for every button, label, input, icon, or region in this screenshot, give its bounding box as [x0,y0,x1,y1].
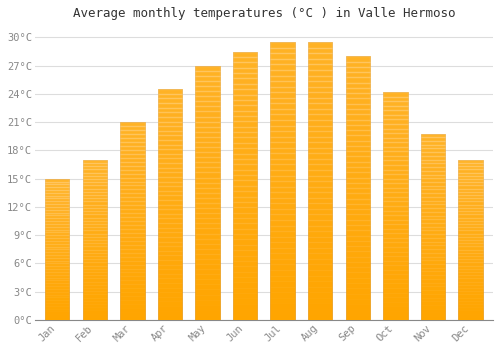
Bar [458,160,482,320]
Bar [420,133,445,320]
Bar [233,51,258,320]
Bar [308,42,332,320]
Bar [196,66,220,320]
Bar [82,160,107,320]
Bar [158,89,182,320]
Bar [120,122,144,320]
Bar [346,56,370,320]
Bar [270,42,295,320]
Bar [383,92,407,320]
Title: Average monthly temperatures (°C ) in Valle Hermoso: Average monthly temperatures (°C ) in Va… [72,7,455,20]
Bar [45,179,70,320]
